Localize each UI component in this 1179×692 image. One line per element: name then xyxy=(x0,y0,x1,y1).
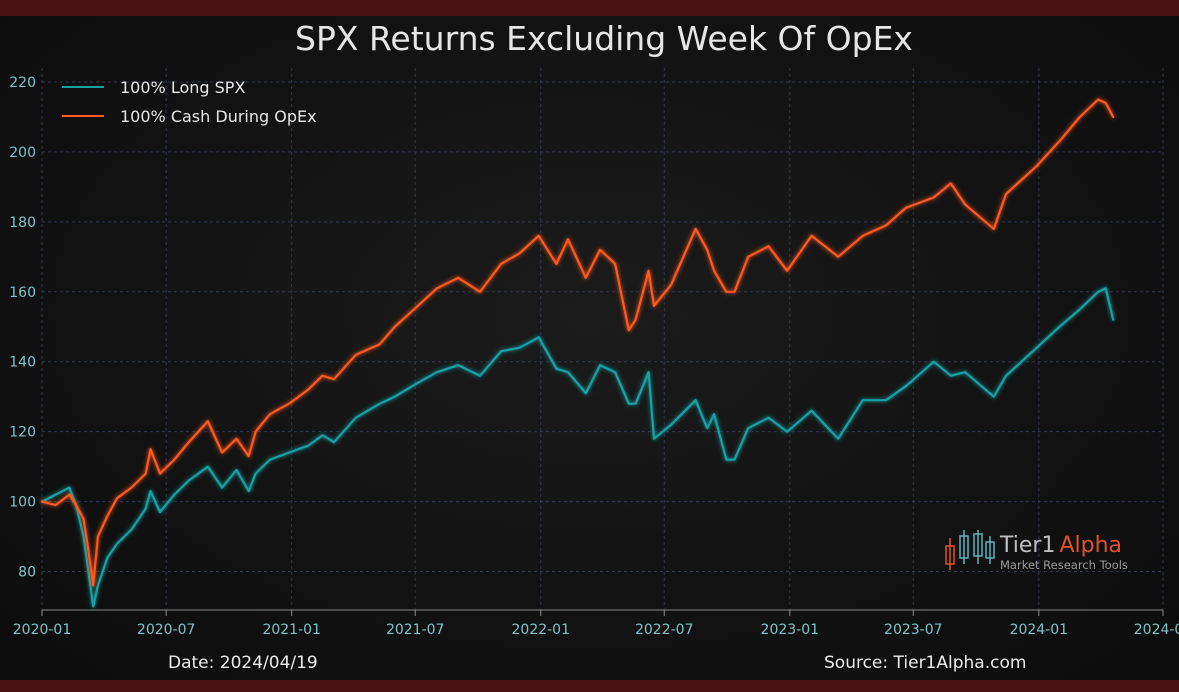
candlestick-icon xyxy=(945,530,995,570)
y-tick-label: 160 xyxy=(9,285,36,301)
y-tick-label: 180 xyxy=(9,215,36,231)
legend-label-long-spx: 100% Long SPX xyxy=(120,78,245,97)
logo-wordmark: Tier1 Alpha xyxy=(999,533,1122,558)
y-tick-label: 80 xyxy=(18,565,36,581)
series-line-cash-opex xyxy=(40,98,1115,587)
x-axis-ticks: 2020-01 2020-07 2021-01 2021-07 2022-01 2022-… xyxy=(13,610,1179,638)
tier1alpha-logo: Tier1 Alpha Market Research Tools xyxy=(945,530,1128,572)
x-tick-label: 2023-01 xyxy=(761,622,820,638)
x-tick-label: 2022-01 xyxy=(512,622,571,638)
y-tick-label: 140 xyxy=(9,355,36,371)
chart-title: SPX Returns Excluding Week Of OpEx xyxy=(295,19,913,58)
chart-grid xyxy=(41,68,1164,610)
x-tick-label: 2020-07 xyxy=(137,622,196,638)
logo-tagline: Market Research Tools xyxy=(1000,558,1128,572)
x-tick-label: 2024-01 xyxy=(1010,622,1069,638)
x-tick-label: 2022-07 xyxy=(635,622,694,638)
y-axis-ticks: 80 100 120 140 160 180 200 220 xyxy=(9,75,36,581)
y-tick-label: 100 xyxy=(9,495,36,511)
legend-label-cash-opex: 100% Cash During OpEx xyxy=(120,107,317,126)
x-tick-label: 2020-01 xyxy=(13,622,72,638)
x-tick-label: 2021-07 xyxy=(386,622,445,638)
chart-legend: 100% Long SPX 100% Cash During OpEx xyxy=(62,78,317,126)
footer-date: Date: 2024/04/19 xyxy=(168,653,318,673)
logo-name-part2: Alpha xyxy=(1059,533,1122,558)
x-tick-label: 2024-07 xyxy=(1134,622,1179,638)
line-chart: SPX Returns Excluding Week Of OpEx 2020-… xyxy=(9,19,1179,673)
y-tick-label: 200 xyxy=(9,145,36,161)
series-line-long-spx xyxy=(40,287,1115,608)
x-tick-label: 2023-07 xyxy=(884,622,943,638)
x-tick-label: 2021-01 xyxy=(262,622,321,638)
y-tick-label: 120 xyxy=(9,425,36,441)
logo-name-part1: Tier1 xyxy=(999,533,1055,558)
footer-source: Source: Tier1Alpha.com xyxy=(824,653,1026,673)
chart-frame: SPX Returns Excluding Week Of OpEx 2020-… xyxy=(0,16,1179,680)
y-tick-label: 220 xyxy=(9,75,36,91)
series-layer xyxy=(40,98,1115,608)
